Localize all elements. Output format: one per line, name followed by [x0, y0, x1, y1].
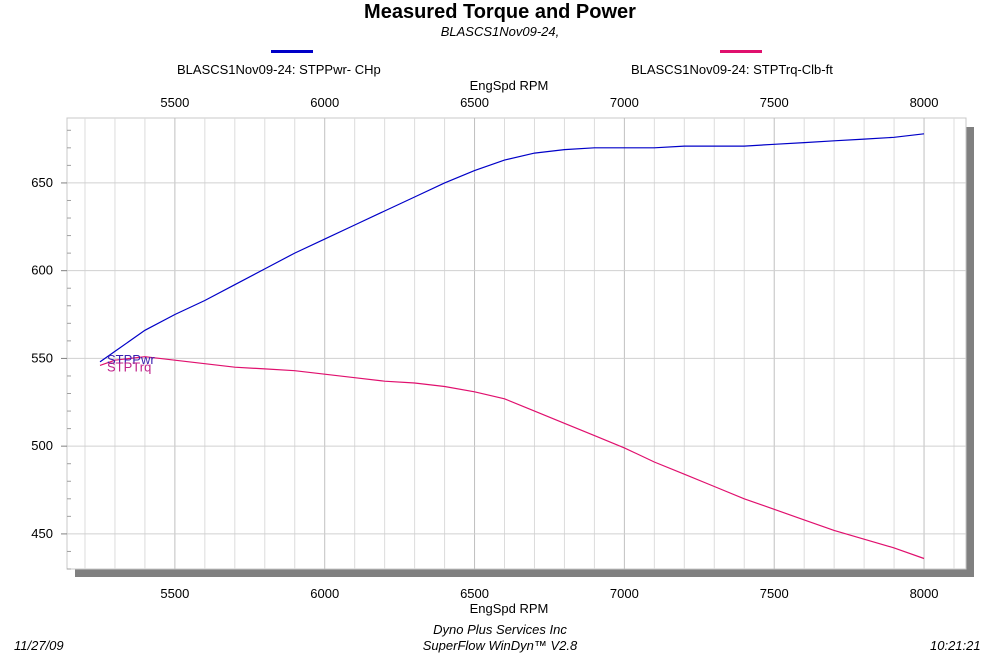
- footer-company: Dyno Plus Services Inc: [433, 622, 567, 637]
- footer-software: SuperFlow WinDyn™ V2.8: [422, 638, 578, 653]
- torque-series-end-label: STPTrq: [107, 359, 151, 374]
- footer-time: 10:21:21: [930, 638, 981, 653]
- y-tick-label: 500: [31, 438, 53, 453]
- x-tick-label-top: 7000: [610, 95, 639, 110]
- x-tick-label-bottom: 7000: [610, 586, 639, 601]
- x-tick-label-top: 6000: [310, 95, 339, 110]
- x-tick-label-bottom: 6000: [310, 586, 339, 601]
- legend-label-power: BLASCS1Nov09-24: STPPwr- CHp: [177, 62, 381, 77]
- legend-swatch-power: [271, 50, 313, 53]
- footer-date: 11/27/09: [14, 638, 64, 653]
- x-tick-label-top: 6500: [460, 95, 489, 110]
- x-tick-label-bottom: 7500: [760, 586, 789, 601]
- power-series-line: [99, 133, 925, 363]
- x-tick-label-top: 8000: [910, 95, 939, 110]
- plot-shadow-bottom: [75, 569, 974, 577]
- x-tick-label-bottom: 6500: [460, 586, 489, 601]
- chart-subtitle: BLASCS1Nov09-24,: [440, 24, 560, 39]
- legend-swatch-torque: [720, 50, 762, 53]
- plot-area: [66, 117, 967, 570]
- y-tick-label: 450: [31, 526, 53, 541]
- x-tick-label-bottom: 5500: [160, 586, 189, 601]
- x-tick-label-bottom: 8000: [910, 586, 939, 601]
- y-tick-label: 550: [31, 350, 53, 365]
- y-tick-label: 650: [31, 175, 53, 190]
- torque-series-line: [99, 356, 925, 560]
- x-tick-label-top: 5500: [160, 95, 189, 110]
- legend-label-torque: BLASCS1Nov09-24: STPTrq-Clb-ft: [631, 62, 833, 77]
- x-axis-title-top: EngSpd RPM: [469, 78, 549, 93]
- x-axis-title-bottom: EngSpd RPM: [469, 601, 549, 616]
- y-tick-label: 600: [31, 263, 53, 278]
- power-series-end-label: STPPwr: [107, 352, 155, 367]
- chart-title: Measured Torque and Power: [364, 1, 636, 23]
- x-tick-label-top: 7500: [760, 95, 789, 110]
- plot-shadow-right: [966, 127, 974, 577]
